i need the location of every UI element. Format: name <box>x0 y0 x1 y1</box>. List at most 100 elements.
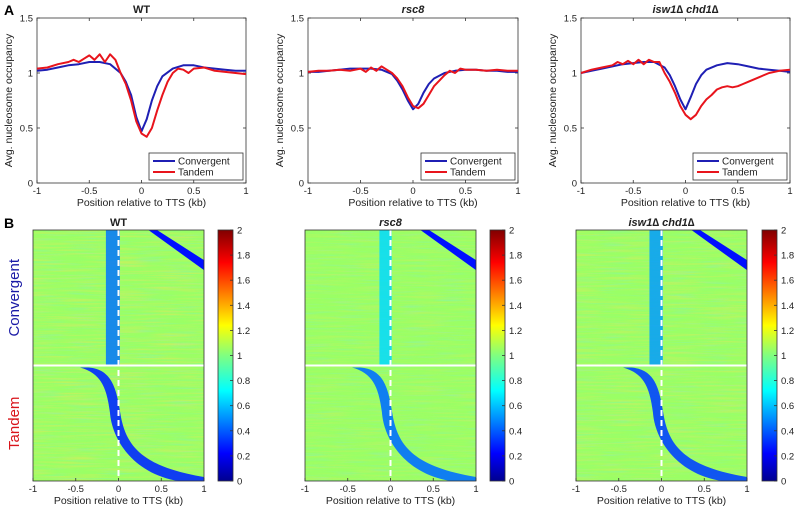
x-tick-label: -1 <box>577 186 585 197</box>
x-tick-label: -1 <box>572 484 580 495</box>
x-tick-label: 0 <box>659 484 664 495</box>
x-tick-label: -0.5 <box>352 186 368 197</box>
colorbar-tick-label: 1.4 <box>781 301 794 312</box>
x-tick-label: 0.5 <box>731 186 744 197</box>
heatmaps: -1 -0.5 0 0.5 1 WT Position relative to TTS (k… <box>6 217 794 507</box>
x-tick-label: 0 <box>116 484 121 495</box>
legend-entry: Convergent <box>178 157 230 168</box>
y-tick-label: 1.5 <box>564 14 577 25</box>
colorbar-tick-label: 2 <box>509 226 514 237</box>
colorbar-tick-label: 2 <box>781 226 786 237</box>
colorbar-tick-label: 1.8 <box>237 251 250 262</box>
legend-box <box>148 152 244 181</box>
convergent-depletion-band <box>105 230 120 366</box>
legend-entry: Convergent <box>450 157 502 168</box>
y-tick-label: 0 <box>572 179 577 190</box>
colorbar-tick-label: 0.2 <box>237 451 250 462</box>
x-tick-label: 1 <box>243 186 248 197</box>
colorbar-tick-label: 1.4 <box>237 301 250 312</box>
colorbar-tick-label: 1.2 <box>781 326 794 337</box>
x-axis-label: Position relative to TTS (kb) <box>326 495 455 507</box>
colorbar-tick-label: 0 <box>509 477 514 488</box>
x-tick-label: -1 <box>33 186 41 197</box>
x-tick-label: 0.5 <box>187 186 200 197</box>
x-tick-label: -0.5 <box>68 484 84 495</box>
colorbar-tick-label: 0 <box>781 477 786 488</box>
y-tick-label: 0 <box>299 179 304 190</box>
series-line-tandem <box>580 58 791 121</box>
x-axis-label: Position relative to TTS (kb) <box>621 197 750 209</box>
legend-entry: Tandem <box>722 168 758 179</box>
legend-box <box>420 152 516 181</box>
colorbar-tick-label: 0.8 <box>509 376 522 387</box>
legend-entry: Convergent <box>722 157 774 168</box>
x-axis-label: Position relative to TTS (kb) <box>597 495 726 507</box>
tandem-depletion-curve <box>623 367 747 481</box>
colorbar-tick-label: 1.8 <box>509 251 522 262</box>
colorbar-tick-label: 1 <box>781 351 786 362</box>
heatmap-2: -1 -0.5 0 0.5 1 rsc8 Position relative to TTS … <box>301 217 522 507</box>
y-tick-label: 1 <box>28 69 33 80</box>
line-plot-2: -1 -0.5 0 0.5 1 0 0.5 1 1.5 rsc8 Position relative… <box>274 4 521 209</box>
line-plot-1: -1 -0.5 0 0.5 1 0 0.5 1 1.5 WT Position relative t… <box>3 4 249 209</box>
x-tick-label: 0 <box>410 186 415 197</box>
colorbar: 0 0.2 0.4 0.6 0.8 1 1.2 1.4 1.6 1.8 2 <box>217 226 250 488</box>
row-group-label-convergent: Convergent <box>6 258 23 336</box>
convergent-diagonal-streak <box>420 230 476 271</box>
x-tick-label: 1 <box>201 484 206 495</box>
heatmap-1: -1 -0.5 0 0.5 1 WT Position relative to TTS (k… <box>6 217 250 507</box>
colorbar-tick-label: 1.6 <box>781 276 794 287</box>
heatmap-3: -1 -0.5 0 0.5 1 isw1∆ chd1∆ Position relative … <box>572 217 794 507</box>
x-tick-label: -0.5 <box>625 186 641 197</box>
y-tick-label: 1 <box>572 69 577 80</box>
x-tick-label: 1 <box>744 484 749 495</box>
panel-label-a: A <box>4 2 14 18</box>
series-line-tandem <box>307 65 518 110</box>
convergent-diagonal-streak <box>148 230 204 271</box>
x-tick-label: -1 <box>29 484 37 495</box>
y-tick-label: 0.5 <box>20 124 33 135</box>
colorbar-tick-label: 0.2 <box>781 451 794 462</box>
colorbar-tick-label: 1 <box>237 351 242 362</box>
x-tick-label: 0 <box>139 186 144 197</box>
plot-title: rsc8 <box>402 4 426 16</box>
panel-label-b: B <box>4 215 14 231</box>
x-axis-label: Position relative to TTS (kb) <box>77 197 206 209</box>
y-axis-label: Avg. nucleosome occupancy <box>547 33 559 167</box>
colorbar-tick-label: 0.8 <box>237 376 250 387</box>
convergent-depletion-band <box>649 230 663 366</box>
y-tick-label: 1.5 <box>291 14 304 25</box>
legend-entry: Tandem <box>450 168 486 179</box>
x-tick-label: 1 <box>473 484 478 495</box>
colorbar-tick-label: 2 <box>237 226 242 237</box>
x-axis-label: Position relative to TTS (kb) <box>348 197 477 209</box>
x-tick-label: -0.5 <box>81 186 97 197</box>
x-tick-label: 0 <box>683 186 688 197</box>
colorbar-tick-label: 0.4 <box>509 426 522 437</box>
legend-box <box>692 152 788 181</box>
colorbar-tick-label: 0.6 <box>509 401 522 412</box>
y-tick-label: 1.5 <box>20 14 33 25</box>
heatmap-title: isw1∆ chd1∆ <box>628 217 694 229</box>
plot-title: isw1∆ chd1∆ <box>652 4 718 16</box>
x-tick-label: 1 <box>515 186 520 197</box>
colorbar-tick-label: 1 <box>509 351 514 362</box>
colorbar-tick-label: 1.8 <box>781 251 794 262</box>
colorbar: 0 0.2 0.4 0.6 0.8 1 1.2 1.4 1.6 1.8 2 <box>489 226 522 488</box>
colorbar-tick-label: 0.4 <box>781 426 794 437</box>
y-tick-label: 0.5 <box>291 124 304 135</box>
colorbar-tick-label: 0.2 <box>509 451 522 462</box>
x-tick-label: 1 <box>787 186 792 197</box>
x-axis-label: Position relative to TTS (kb) <box>54 495 183 507</box>
series-line-tandem <box>36 53 247 138</box>
colorbar-tick-label: 1.2 <box>237 326 250 337</box>
x-tick-label: 0.5 <box>427 484 440 495</box>
heatmap-title: rsc8 <box>379 217 403 229</box>
y-axis-label: Avg. nucleosome occupancy <box>274 33 286 167</box>
x-tick-label: -0.5 <box>611 484 627 495</box>
colorbar-tick-label: 1.6 <box>237 276 250 287</box>
legend-entry: Tandem <box>178 168 214 179</box>
